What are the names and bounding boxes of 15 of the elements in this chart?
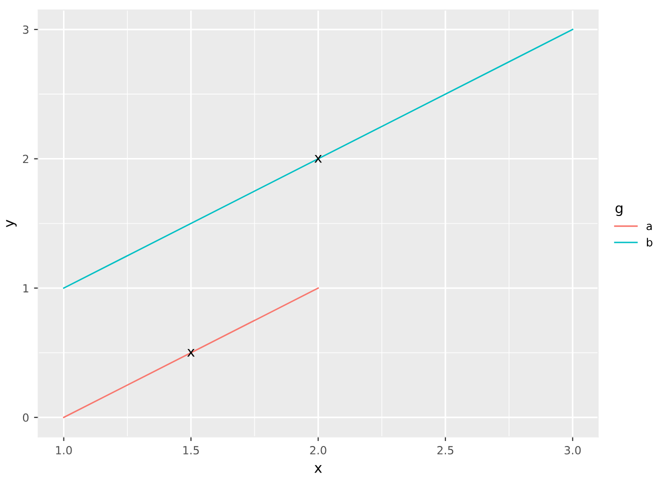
x-tick-label: 1.0 xyxy=(56,446,72,454)
legend-label: a xyxy=(646,224,652,230)
x-tick-label: 2.0 xyxy=(310,446,326,454)
y-tick-label: 2 xyxy=(23,154,28,164)
y-tick-label: 0 xyxy=(22,413,29,422)
y-tick-label: 1 xyxy=(23,284,28,292)
annotation: x xyxy=(187,348,195,357)
x-tick-label: 3.0 xyxy=(564,446,581,454)
x-tick-label: 2.5 xyxy=(437,446,454,454)
x-axis-title: x xyxy=(314,465,322,473)
legend-title: g xyxy=(616,205,622,216)
y-axis-title: y xyxy=(6,220,17,228)
x-tick-label: 1.5 xyxy=(183,446,199,454)
y-tick-label: 3 xyxy=(23,25,28,34)
legend-label: b xyxy=(646,238,652,246)
